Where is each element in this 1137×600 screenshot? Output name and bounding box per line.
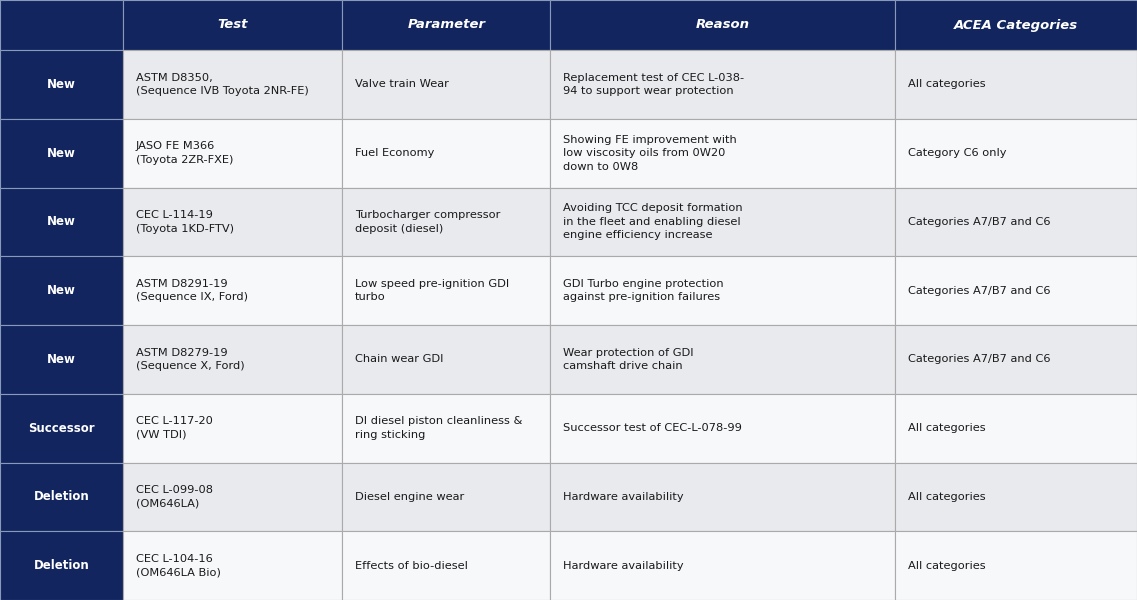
Bar: [123, 119, 342, 187]
Bar: [550, 256, 895, 325]
Bar: [895, 256, 1137, 325]
Bar: [123, 50, 342, 119]
Text: New: New: [47, 215, 76, 229]
Text: New: New: [47, 78, 76, 91]
Text: Hardware availability: Hardware availability: [563, 560, 684, 571]
Text: Fuel Economy: Fuel Economy: [355, 148, 434, 158]
Bar: [0, 463, 123, 531]
Text: Test: Test: [217, 19, 248, 31]
Bar: [0, 256, 123, 325]
Bar: [342, 531, 550, 600]
Bar: [342, 256, 550, 325]
Bar: [0, 187, 123, 256]
Text: Category C6 only: Category C6 only: [907, 148, 1006, 158]
Bar: [895, 325, 1137, 394]
Text: Parameter: Parameter: [407, 19, 485, 31]
Text: Categories A7/B7 and C6: Categories A7/B7 and C6: [907, 355, 1051, 364]
Text: Valve train Wear: Valve train Wear: [355, 79, 449, 89]
Bar: [550, 531, 895, 600]
Bar: [123, 531, 342, 600]
Text: Categories A7/B7 and C6: Categories A7/B7 and C6: [907, 286, 1051, 296]
Text: Low speed pre-ignition GDI
turbo: Low speed pre-ignition GDI turbo: [355, 279, 509, 302]
Bar: [0, 394, 123, 463]
Bar: [0, 119, 123, 187]
Bar: [342, 187, 550, 256]
Text: New: New: [47, 284, 76, 297]
Bar: [550, 187, 895, 256]
Text: Hardware availability: Hardware availability: [563, 492, 684, 502]
Text: All categories: All categories: [907, 423, 986, 433]
Text: Effects of bio-diesel: Effects of bio-diesel: [355, 560, 468, 571]
Text: ASTM D8291-19
(Sequence IX, Ford): ASTM D8291-19 (Sequence IX, Ford): [135, 279, 248, 302]
Bar: [123, 256, 342, 325]
Text: New: New: [47, 146, 76, 160]
Text: All categories: All categories: [907, 492, 986, 502]
Text: Successor: Successor: [28, 422, 94, 434]
Bar: [123, 325, 342, 394]
Text: GDI Turbo engine protection
against pre-ignition failures: GDI Turbo engine protection against pre-…: [563, 279, 724, 302]
Text: CEC L-114-19
(Toyota 1KD-FTV): CEC L-114-19 (Toyota 1KD-FTV): [135, 210, 234, 233]
Bar: [342, 463, 550, 531]
Bar: [342, 394, 550, 463]
Text: CEC L-099-08
(OM646LA): CEC L-099-08 (OM646LA): [135, 485, 213, 509]
Text: Chain wear GDI: Chain wear GDI: [355, 355, 443, 364]
Bar: [0, 325, 123, 394]
Bar: [550, 0, 895, 50]
Text: Deletion: Deletion: [33, 490, 90, 503]
Bar: [123, 187, 342, 256]
Text: Showing FE improvement with
low viscosity oils from 0W20
down to 0W8: Showing FE improvement with low viscosit…: [563, 134, 737, 172]
Bar: [0, 50, 123, 119]
Bar: [550, 50, 895, 119]
Text: Avoiding TCC deposit formation
in the fleet and enabling diesel
engine efficienc: Avoiding TCC deposit formation in the fl…: [563, 203, 742, 241]
Bar: [342, 119, 550, 187]
Bar: [550, 325, 895, 394]
Bar: [895, 394, 1137, 463]
Bar: [123, 463, 342, 531]
Bar: [895, 531, 1137, 600]
Bar: [550, 394, 895, 463]
Text: New: New: [47, 353, 76, 366]
Bar: [895, 0, 1137, 50]
Text: ASTM D8350,
(Sequence IVB Toyota 2NR-FE): ASTM D8350, (Sequence IVB Toyota 2NR-FE): [135, 73, 308, 96]
Text: Successor test of CEC-L-078-99: Successor test of CEC-L-078-99: [563, 423, 742, 433]
Text: ACEA Categories: ACEA Categories: [954, 19, 1078, 31]
Bar: [342, 50, 550, 119]
Bar: [895, 463, 1137, 531]
Text: JASO FE M366
(Toyota 2ZR-FXE): JASO FE M366 (Toyota 2ZR-FXE): [135, 142, 233, 165]
Text: Diesel engine wear: Diesel engine wear: [355, 492, 465, 502]
Text: Reason: Reason: [696, 19, 749, 31]
Text: Categories A7/B7 and C6: Categories A7/B7 and C6: [907, 217, 1051, 227]
Text: All categories: All categories: [907, 79, 986, 89]
Text: Deletion: Deletion: [33, 559, 90, 572]
Bar: [895, 187, 1137, 256]
Bar: [123, 394, 342, 463]
Bar: [342, 0, 550, 50]
Text: DI diesel piston cleanliness &
ring sticking: DI diesel piston cleanliness & ring stic…: [355, 416, 523, 440]
Text: CEC L-104-16
(OM646LA Bio): CEC L-104-16 (OM646LA Bio): [135, 554, 221, 577]
Bar: [123, 0, 342, 50]
Text: ASTM D8279-19
(Sequence X, Ford): ASTM D8279-19 (Sequence X, Ford): [135, 347, 244, 371]
Text: Replacement test of CEC L-038-
94 to support wear protection: Replacement test of CEC L-038- 94 to sup…: [563, 73, 745, 96]
Bar: [0, 531, 123, 600]
Bar: [550, 463, 895, 531]
Bar: [550, 119, 895, 187]
Bar: [342, 325, 550, 394]
Bar: [895, 50, 1137, 119]
Bar: [0, 0, 123, 50]
Text: CEC L-117-20
(VW TDI): CEC L-117-20 (VW TDI): [135, 416, 213, 440]
Bar: [895, 119, 1137, 187]
Text: Turbocharger compressor
deposit (diesel): Turbocharger compressor deposit (diesel): [355, 210, 500, 233]
Text: All categories: All categories: [907, 560, 986, 571]
Text: Wear protection of GDI
camshaft drive chain: Wear protection of GDI camshaft drive ch…: [563, 347, 694, 371]
